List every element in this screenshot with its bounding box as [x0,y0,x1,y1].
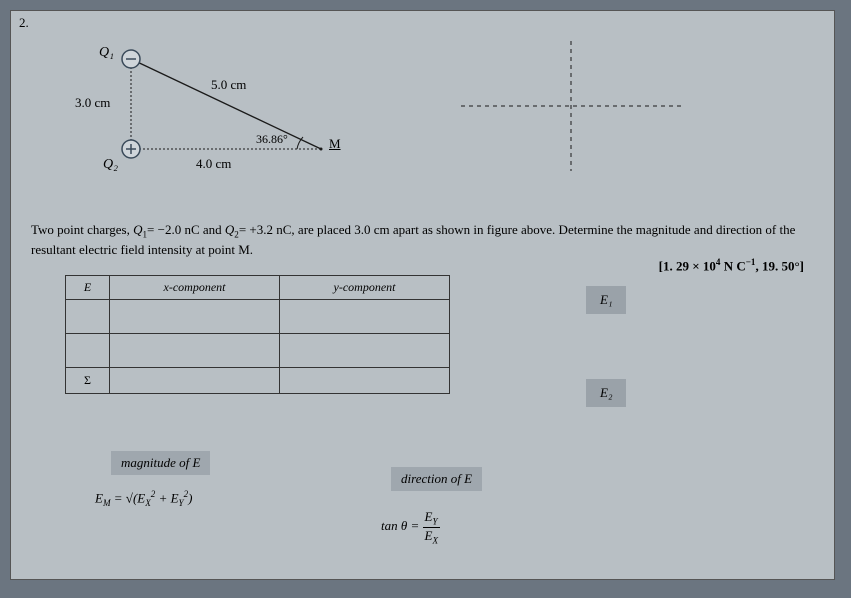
side-bottom: 4.0 cm [196,156,231,172]
cross-diagram [451,31,691,181]
triangle-diagram: Q₁ Q₂ M 3.0 cm 5.0 cm 4.0 cm 36.86° [71,41,391,191]
e2-box: E₂ [586,379,626,407]
col-x: x-component [110,276,280,300]
col-e: E [66,276,110,300]
triangle-svg [71,41,391,201]
direction-box: direction of E [391,467,482,491]
angle-label: 36.86° [256,132,288,147]
cross-svg [451,31,691,181]
side-left: 3.0 cm [75,95,110,111]
col-y: y-component [280,276,450,300]
table-row [66,334,450,368]
table-header-row: E x-component y-component [66,276,450,300]
m-label: M [329,136,341,152]
component-table: E x-component y-component Σ [65,275,450,394]
q1-label: Q₁ [99,45,114,61]
side-hyp: 5.0 cm [211,77,246,93]
e1-label: E₁ [600,292,612,307]
table-sum-row: Σ [66,368,450,394]
magnitude-box: magnitude of E [111,451,210,475]
e1-box: E₁ [586,286,626,314]
expected-answer: [1. 29 × 104 N C−1, 19. 50°] [659,257,804,274]
e2-label: E₂ [600,385,612,400]
question-number: 2. [19,15,29,31]
problem-statement: Two point charges, Q1= −2.0 nC and Q2= +… [31,221,814,258]
direction-formula: tan θ = EYEX [381,509,440,545]
magnitude-formula: EM = √(EX2 + EY2) [95,489,193,508]
sum-label: Σ [66,368,110,394]
table-row [66,300,450,334]
worksheet-page: 2. Q₁ Q₂ M 3.0 cm 5.0 cm 4.0 cm 36.8 [10,10,835,580]
q2-label: Q₂ [103,157,118,173]
